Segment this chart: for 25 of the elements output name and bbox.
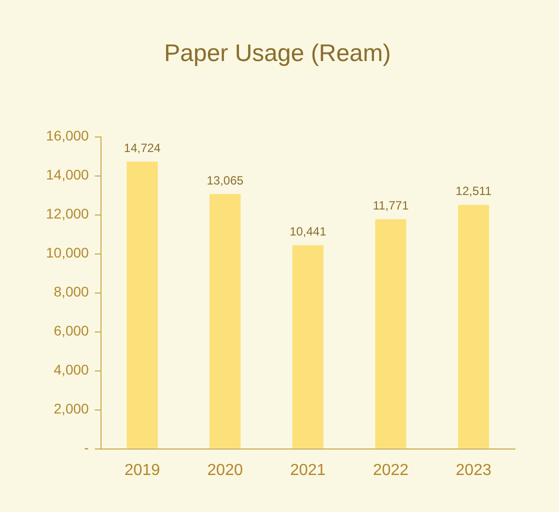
bar xyxy=(126,162,158,448)
bar xyxy=(292,245,324,448)
x-tick-label: 2019 xyxy=(124,462,160,479)
y-tick-label: 8,000 xyxy=(54,284,90,300)
data-label: 13,065 xyxy=(206,173,244,188)
data-label: 11,771 xyxy=(372,198,409,213)
data-label: 14,724 xyxy=(124,140,161,155)
bar xyxy=(375,219,406,448)
data-label: 10,441 xyxy=(290,224,327,239)
x-tick-label: 2021 xyxy=(290,462,326,479)
y-tick-label: 16,000 xyxy=(46,128,90,144)
bar xyxy=(210,194,241,448)
y-tick-label: 4,000 xyxy=(54,362,90,378)
y-tick-label: 2,000 xyxy=(54,400,90,417)
chart-title: Paper Usage (Ream) xyxy=(164,40,391,68)
bar xyxy=(458,204,490,448)
y-tick-label: 14,000 xyxy=(46,166,90,183)
x-tick-label: 2020 xyxy=(207,462,243,479)
y-tick-label: - xyxy=(84,440,90,456)
y-tick-label: 10,000 xyxy=(46,244,90,261)
y-tick-label: 6,000 xyxy=(54,322,90,339)
y-tick-label: 12,000 xyxy=(46,206,90,222)
x-tick-label: 2022 xyxy=(372,462,409,479)
data-label: 12,511 xyxy=(456,184,492,198)
x-tick-label: 2023 xyxy=(456,462,492,479)
